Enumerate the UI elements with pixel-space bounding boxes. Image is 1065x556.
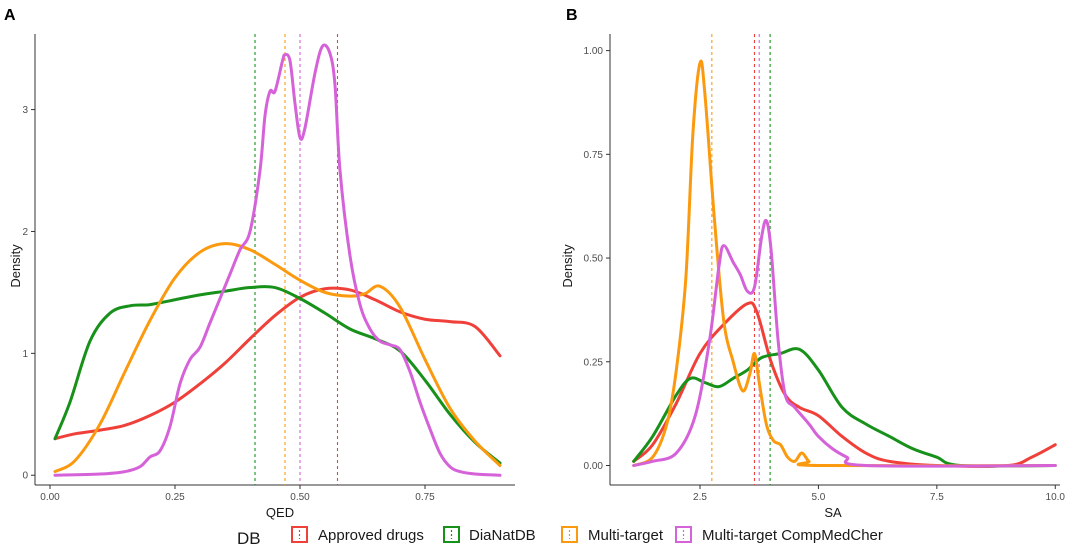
panel-b-curve-approved-drugs <box>632 301 1057 468</box>
panel-b-x-tick-label: 7.5 <box>930 492 944 503</box>
panel-b-x-tick-label: 5.0 <box>811 492 825 503</box>
legend-item-multi-target-compmedchem: Multi-target CompMedCher <box>675 526 883 544</box>
panel-b-y-tick-label: 0.25 <box>584 357 604 368</box>
panel-a-x-tick-label: 0.75 <box>415 492 435 503</box>
panel-a-curve-multi-target-compmedchem <box>53 43 502 477</box>
legend-key-approved-drugs <box>291 526 308 543</box>
legend-item-dianatdb: DiaNatDB <box>443 526 536 544</box>
legend-label-multi-target-compmedchem: Multi-target CompMedCher <box>702 527 883 544</box>
legend-item-approved-drugs: Approved drugs <box>291 526 424 544</box>
legend-key-multi-target <box>561 526 578 543</box>
panel-b-y-tick-label: 0.50 <box>584 254 604 265</box>
panel-a-y-tick-label: 0 <box>22 471 28 482</box>
panel-a-x-label: QED <box>266 505 294 520</box>
panel-b-axes: 2.5 5.0 7.5 10.0 0.00 0.25 0.50 0.75 1.00 <box>584 34 1065 503</box>
panel-a-curve-approved-drugs <box>53 286 502 441</box>
panel-b: B 2.5 5.0 7.5 10.0 0.00 0.25 0.50 0.75 1.00 SA D… <box>560 7 1065 520</box>
legend-key-multi-target-compmedchem <box>675 526 692 543</box>
panel-b-y-tick-label: 0.75 <box>584 150 604 161</box>
legend-label-multi-target: Multi-target <box>588 527 664 544</box>
panel-a-x-tick-label: 0.00 <box>40 492 60 503</box>
panel-a: A 0.00 0.25 0.50 0.75 0 1 2 3 QED Density <box>4 7 515 520</box>
panel-a-label: A <box>4 7 16 24</box>
panel-b-y-tick-label: 0.00 <box>584 461 604 472</box>
panel-b-curves <box>632 59 1057 468</box>
panel-a-y-tick-label: 2 <box>22 227 28 238</box>
legend-item-multi-target: Multi-target <box>561 526 664 544</box>
panel-a-y-tick-label: 3 <box>22 105 28 116</box>
legend-key-dianatdb <box>443 526 460 543</box>
legend-label-dianatdb: DiaNatDB <box>469 527 536 544</box>
panel-a-curves <box>53 43 502 477</box>
panel-a-axes: 0.00 0.25 0.50 0.75 0 1 2 3 <box>22 34 515 503</box>
panel-b-y-label: Density <box>560 244 575 288</box>
panel-a-x-tick-label: 0.50 <box>290 492 310 503</box>
panel-a-x-tick-label: 0.25 <box>165 492 185 503</box>
panel-b-y-tick-label: 1.00 <box>584 46 604 57</box>
panel-b-curve-multi-target-compmedchem <box>632 218 1057 468</box>
panel-b-x-label: SA <box>824 505 842 520</box>
legend-label-approved-drugs: Approved drugs <box>318 527 424 544</box>
panel-b-x-tick-label: 10.0 <box>1046 492 1065 503</box>
legend-title: DB <box>237 529 261 548</box>
legend: DB Approved drugs DiaNatDB Multi-target … <box>237 526 883 548</box>
panel-b-curve-multi-target <box>632 59 1057 468</box>
panel-a-curve-dianatdb <box>53 285 502 465</box>
panel-b-x-tick-label: 2.5 <box>693 492 707 503</box>
panel-a-curve-multi-target <box>53 242 502 474</box>
panel-a-y-label: Density <box>8 244 23 288</box>
panel-a-y-tick-label: 1 <box>22 349 28 360</box>
panel-b-label: B <box>566 7 578 24</box>
